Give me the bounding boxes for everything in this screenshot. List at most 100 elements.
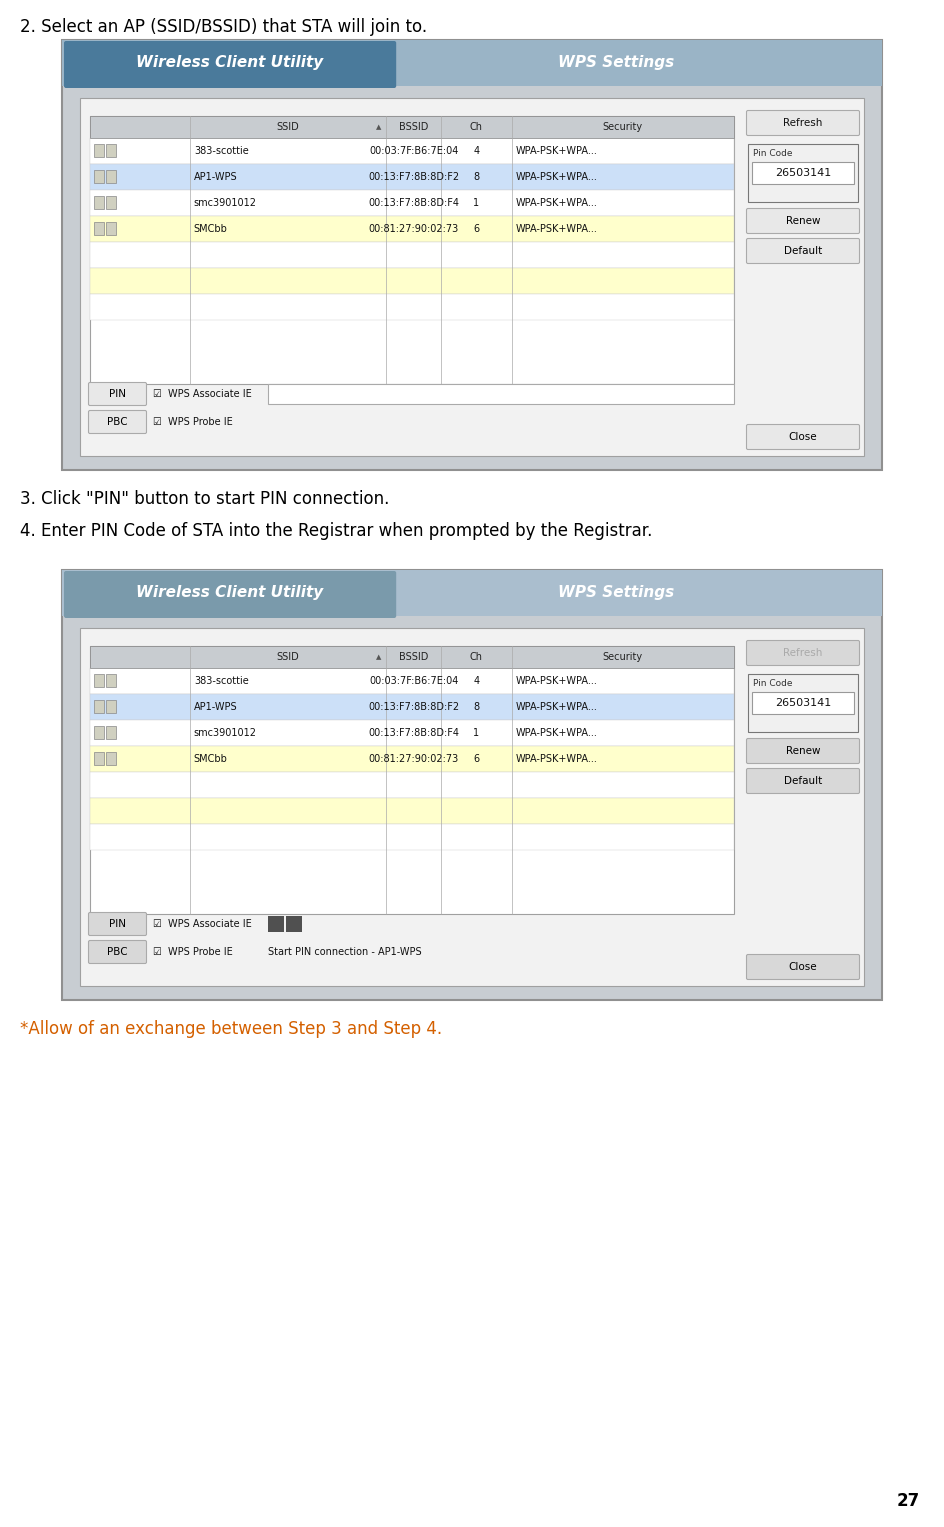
Text: 383-scottie: 383-scottie [194, 147, 248, 156]
Text: WPA-PSK+WPA...: WPA-PSK+WPA... [515, 199, 598, 208]
Bar [90, 163, 734, 189]
Text: 4: 4 [473, 676, 480, 686]
Bar [62, 570, 882, 615]
Bar [106, 673, 116, 687]
Bar [90, 773, 734, 799]
Bar [106, 725, 116, 739]
FancyBboxPatch shape [747, 238, 859, 264]
Text: 00:81:27:90:02:73: 00:81:27:90:02:73 [368, 224, 459, 234]
Text: SSID: SSID [277, 652, 299, 663]
Text: Default: Default [784, 776, 822, 786]
Text: Security: Security [603, 652, 643, 663]
Text: Ch: Ch [470, 122, 483, 131]
FancyBboxPatch shape [747, 739, 859, 764]
Bar [90, 189, 734, 215]
Text: 00:81:27:90:02:73: 00:81:27:90:02:73 [368, 754, 459, 764]
Bar [94, 751, 104, 765]
Text: Security: Security [603, 122, 643, 131]
Text: Start PIN connection - AP1-WPS: Start PIN connection - AP1-WPS [268, 947, 422, 957]
Bar [90, 747, 734, 773]
Bar [106, 169, 116, 183]
Bar [748, 673, 858, 731]
Bar [94, 673, 104, 687]
Text: SMCbb: SMCbb [194, 754, 228, 764]
Text: AP1-WPS: AP1-WPS [194, 702, 238, 712]
Bar [62, 40, 882, 470]
Text: PIN: PIN [109, 389, 126, 399]
Text: WPA-PSK+WPA...: WPA-PSK+WPA... [515, 754, 598, 764]
Bar [62, 570, 882, 1000]
Text: 6: 6 [473, 224, 480, 234]
Text: Pin Code: Pin Code [753, 150, 793, 159]
FancyBboxPatch shape [747, 425, 859, 449]
Text: ☑  WPS Associate IE: ☑ WPS Associate IE [153, 389, 252, 399]
Text: BSSID: BSSID [399, 122, 429, 131]
Bar [268, 383, 734, 405]
Text: Renew: Renew [785, 747, 820, 756]
Text: 00:13:F7:8B:8D:F2: 00:13:F7:8B:8D:F2 [368, 702, 459, 712]
Bar [106, 195, 116, 209]
Text: 26503141: 26503141 [775, 698, 831, 709]
Text: Wireless Client Utility: Wireless Client Utility [137, 585, 324, 600]
Text: Close: Close [788, 432, 818, 441]
Text: 8: 8 [473, 702, 480, 712]
Bar [90, 215, 734, 241]
Text: PBC: PBC [108, 947, 127, 957]
Bar [90, 295, 734, 321]
FancyBboxPatch shape [64, 571, 396, 618]
Bar [268, 916, 284, 931]
Bar [90, 269, 734, 295]
Text: 4: 4 [473, 147, 480, 156]
Text: Close: Close [788, 962, 818, 973]
Bar [94, 221, 104, 235]
Text: 1: 1 [473, 728, 480, 738]
Bar [80, 628, 864, 986]
Bar [90, 116, 734, 137]
Text: WPA-PSK+WPA...: WPA-PSK+WPA... [515, 147, 598, 156]
Text: WPA-PSK+WPA...: WPA-PSK+WPA... [515, 224, 598, 234]
Bar [90, 667, 734, 693]
Text: 26503141: 26503141 [775, 168, 831, 179]
Text: Default: Default [784, 246, 822, 257]
FancyBboxPatch shape [89, 941, 146, 964]
Text: Pin Code: Pin Code [753, 680, 793, 689]
Text: WPA-PSK+WPA...: WPA-PSK+WPA... [515, 728, 598, 738]
Text: WPA-PSK+WPA...: WPA-PSK+WPA... [515, 676, 598, 686]
Text: smc3901012: smc3901012 [194, 199, 257, 208]
Bar [90, 693, 734, 721]
Bar [90, 825, 734, 851]
Bar [752, 692, 854, 715]
FancyBboxPatch shape [64, 41, 396, 89]
Text: 00:13:F7:8B:8D:F4: 00:13:F7:8B:8D:F4 [368, 199, 459, 208]
Text: WPS Settings: WPS Settings [558, 55, 674, 70]
Bar [94, 699, 104, 713]
Text: PIN: PIN [109, 919, 126, 928]
Text: 00:03:7F:B6:7E:04: 00:03:7F:B6:7E:04 [369, 676, 458, 686]
Bar [106, 751, 116, 765]
Text: ▲: ▲ [376, 654, 381, 660]
Text: Wireless Client Utility: Wireless Client Utility [137, 55, 324, 70]
Text: Refresh: Refresh [784, 647, 822, 658]
Bar [90, 646, 734, 667]
Text: smc3901012: smc3901012 [194, 728, 257, 738]
FancyBboxPatch shape [89, 411, 146, 434]
Bar [752, 162, 854, 183]
Text: ☑  WPS Probe IE: ☑ WPS Probe IE [153, 417, 233, 428]
FancyBboxPatch shape [747, 768, 859, 794]
Bar [94, 725, 104, 739]
Text: 6: 6 [473, 754, 480, 764]
Text: WPA-PSK+WPA...: WPA-PSK+WPA... [515, 702, 598, 712]
FancyBboxPatch shape [747, 640, 859, 666]
Text: 00:03:7F:B6:7E:04: 00:03:7F:B6:7E:04 [369, 147, 458, 156]
Text: 4. Enter PIN Code of STA into the Registrar when prompted by the Registrar.: 4. Enter PIN Code of STA into the Regist… [20, 522, 652, 541]
Text: PBC: PBC [108, 417, 127, 428]
Bar [90, 799, 734, 825]
Bar [106, 699, 116, 713]
Text: 2. Select an AP (SSID/BSSID) that STA will join to.: 2. Select an AP (SSID/BSSID) that STA wi… [20, 18, 427, 37]
Bar [90, 646, 734, 915]
Bar [62, 40, 882, 86]
Bar [94, 195, 104, 209]
Text: ▲: ▲ [376, 124, 381, 130]
Text: *Allow of an exchange between Step 3 and Step 4.: *Allow of an exchange between Step 3 and… [20, 1020, 442, 1038]
Text: SMCbb: SMCbb [194, 224, 228, 234]
